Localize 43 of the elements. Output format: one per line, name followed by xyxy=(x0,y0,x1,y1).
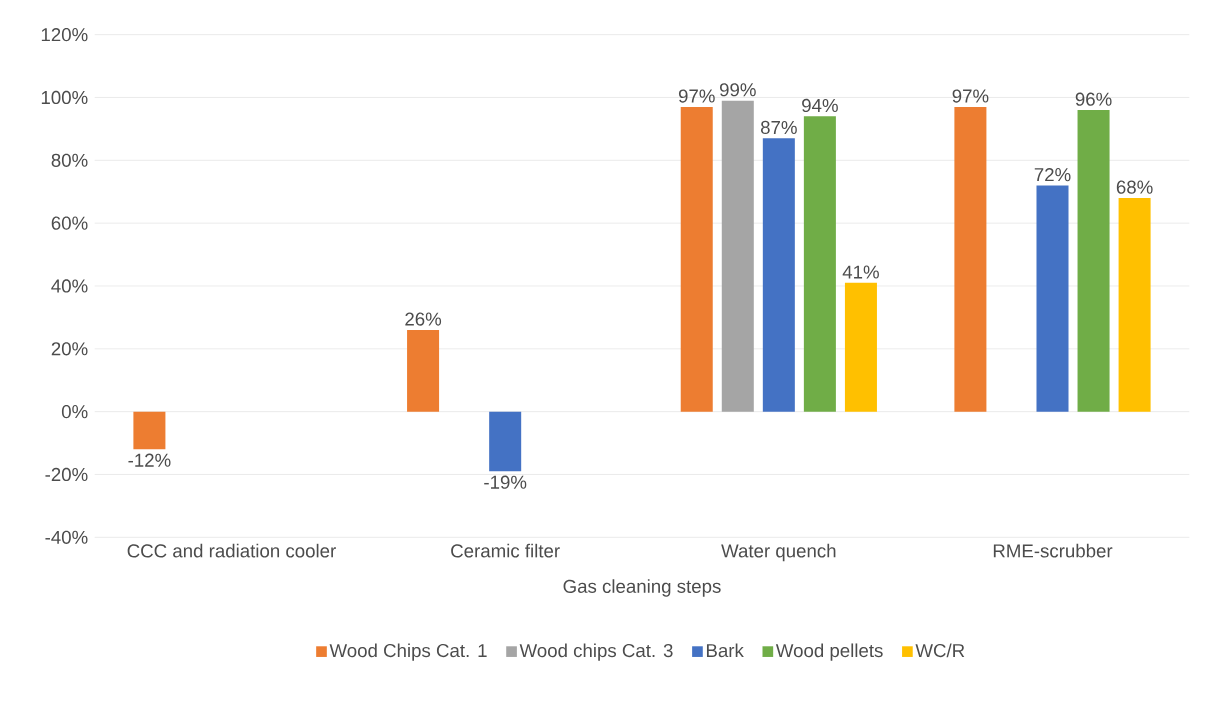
data-label: -12% xyxy=(128,453,171,467)
bar xyxy=(844,282,877,412)
x-tick-label: RME-scrubber xyxy=(993,543,1113,558)
data-label: 99% xyxy=(719,83,756,97)
bar xyxy=(1077,110,1110,412)
bar xyxy=(1118,198,1151,412)
x-tick-label: Water quench xyxy=(721,543,836,562)
legend-label: Wood chips Cat. 3 xyxy=(519,643,673,661)
x-tick-label: Ceramic filter xyxy=(451,543,560,558)
y-tick-label: 20% xyxy=(51,342,88,356)
bar xyxy=(489,411,522,472)
y-tick-label: 0% xyxy=(61,405,88,419)
x-axis-title: Gas cleaning steps xyxy=(563,579,721,597)
y-tick-label: -20% xyxy=(45,467,88,482)
data-label: 97% xyxy=(678,89,715,103)
bar xyxy=(133,411,166,450)
legend-label: Wood pellets xyxy=(775,643,883,661)
bar xyxy=(407,329,440,412)
y-tick-label: 60% xyxy=(51,216,88,230)
data-label: 68% xyxy=(1116,180,1153,194)
bar xyxy=(954,106,987,412)
y-tick-label: 40% xyxy=(51,279,88,293)
data-label: 94% xyxy=(802,98,838,113)
data-label: 96% xyxy=(1075,92,1112,106)
data-label: 97% xyxy=(952,89,989,103)
data-label: -19% xyxy=(484,475,527,489)
legend-label: WC/R xyxy=(915,643,965,658)
data-label: 41% xyxy=(842,265,879,279)
data-label: 72% xyxy=(1034,168,1071,182)
data-label: 26% xyxy=(405,312,442,326)
bar xyxy=(1036,185,1069,412)
y-tick-label: 120% xyxy=(41,28,88,42)
bar xyxy=(680,106,713,412)
x-tick-label: CCC and radiation cooler xyxy=(127,543,336,558)
y-tick-label: 80% xyxy=(51,153,88,167)
bar xyxy=(762,138,795,412)
data-label: 87% xyxy=(760,120,797,135)
y-tick-label: -40% xyxy=(45,530,88,544)
bar xyxy=(803,116,836,412)
bar xyxy=(721,100,754,412)
legend-label: Wood Chips Cat. 1 xyxy=(329,643,487,661)
legend-label: Bark xyxy=(706,643,744,658)
y-tick-label: 100% xyxy=(41,90,88,105)
